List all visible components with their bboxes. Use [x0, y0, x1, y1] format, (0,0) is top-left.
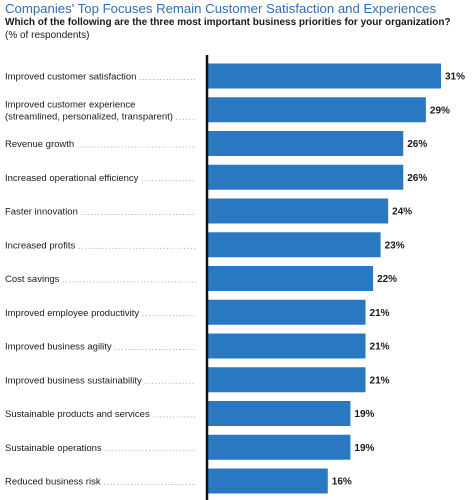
value-label-10: 21% — [370, 375, 390, 386]
category-label-11: Sustainable products and services — [5, 409, 150, 420]
bar-6 — [207, 232, 381, 258]
value-label-6: 23% — [385, 240, 405, 251]
bar-8 — [207, 299, 366, 325]
value-label-9: 21% — [370, 342, 390, 353]
category-label-4: Increased operational efficiency — [5, 173, 139, 184]
category-label-3: Revenue growth — [5, 139, 74, 150]
category-label-2-line-2: (streamlined, personalized, transparent) — [5, 111, 173, 122]
bar-3 — [207, 131, 404, 156]
category-label-2-line-1: Improved customer experience — [5, 99, 135, 110]
bar-11 — [207, 401, 351, 426]
value-label-7: 22% — [377, 274, 397, 285]
bar-4 — [207, 164, 404, 190]
bar-13 — [207, 468, 328, 494]
value-label-5: 24% — [392, 207, 412, 218]
bar-2 — [207, 97, 426, 123]
bar-9 — [207, 333, 366, 359]
category-label-12: Sustainable operations — [5, 443, 102, 454]
chart-unit-note: (% of respondents) — [5, 30, 90, 41]
bar-10 — [207, 367, 366, 393]
bar-12 — [207, 434, 351, 460]
category-label-6: Increased profits — [5, 240, 75, 251]
category-label-9: Improved business agility — [5, 342, 112, 353]
category-label-7: Cost savings — [5, 274, 60, 285]
category-label-5: Faster innovation — [5, 207, 78, 218]
bar-5 — [207, 198, 389, 224]
bar-1 — [207, 63, 441, 89]
chart-title: Companies' Top Focuses Remain Customer S… — [5, 1, 437, 16]
category-label-1: Improved customer satisfaction — [5, 72, 136, 83]
chart-subtitle: Which of the following are the three mos… — [5, 17, 451, 28]
value-label-12: 19% — [354, 443, 374, 454]
value-label-11: 19% — [354, 409, 374, 420]
category-label-8: Improved employee productivity — [5, 308, 139, 319]
value-label-3: 26% — [407, 139, 427, 150]
bar-7 — [207, 266, 374, 291]
value-label-1: 31% — [445, 72, 465, 83]
value-label-2: 29% — [430, 105, 450, 116]
value-label-4: 26% — [407, 173, 427, 184]
category-label-13: Reduced business risk — [5, 477, 101, 488]
category-label-10: Improved business sustainability — [5, 375, 142, 386]
value-label-13: 16% — [332, 477, 352, 488]
value-label-8: 21% — [370, 308, 390, 319]
